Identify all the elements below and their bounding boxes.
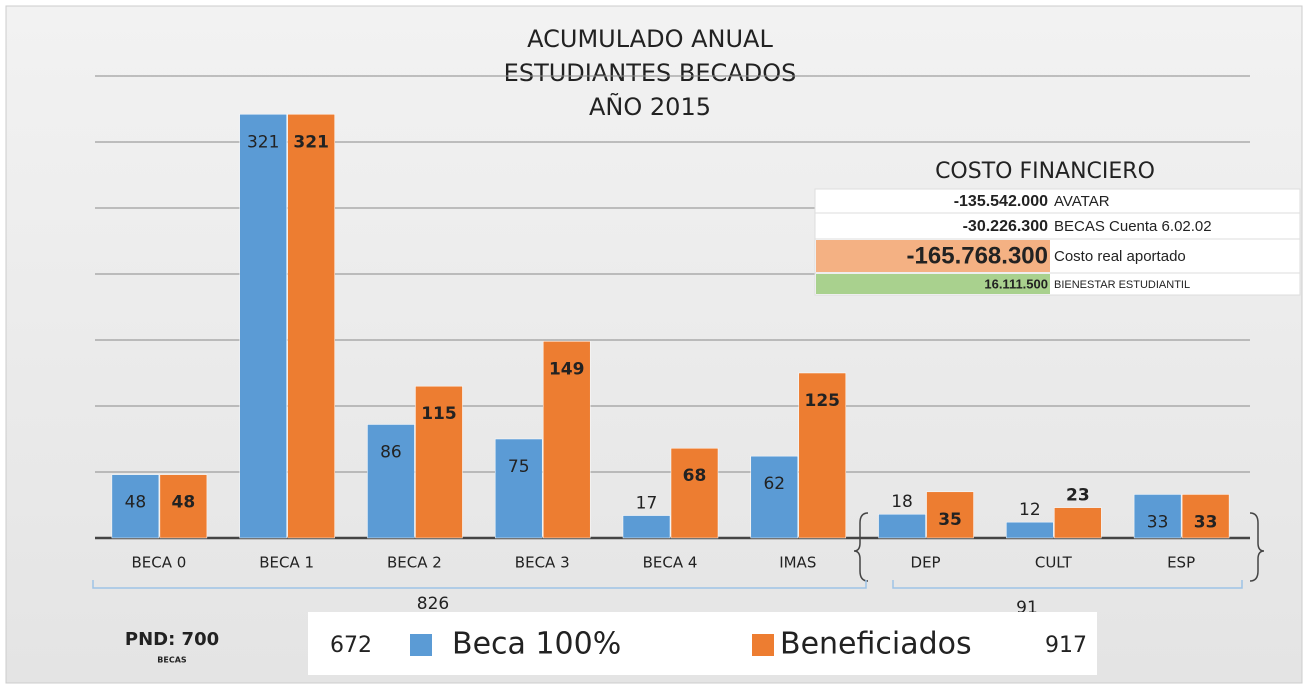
group-total: 826	[417, 594, 449, 614]
brace-right	[1249, 512, 1265, 582]
cost-number-cell	[816, 214, 1050, 238]
bar	[494, 438, 543, 539]
data-label: 17	[636, 494, 658, 514]
plot: BECA 0 48 48 BECA 1 321 321 BECA 2 86 115 BECA 3 7…	[95, 75, 1250, 572]
x-tick-label: BECA 1	[259, 554, 314, 572]
bar	[1006, 521, 1054, 539]
bar	[287, 114, 335, 539]
chart-title: AÑO 2015	[589, 91, 711, 121]
bar	[622, 515, 671, 539]
data-label: 68	[683, 466, 707, 486]
cost-number-cell	[816, 240, 1050, 272]
legend: 672 Beca 100% 917 Beneficiados	[330, 627, 1087, 662]
group-bracket	[892, 580, 1243, 589]
cost-label: BECAS Cuenta 6.02.02	[1054, 218, 1212, 235]
x-tick-label: BECA 0	[131, 554, 186, 572]
x-tick-label: BECA 4	[643, 554, 698, 572]
x-tick-label: IMAS	[779, 554, 816, 572]
data-label: 48	[172, 493, 196, 513]
cost-number: 16.111.500	[984, 276, 1048, 291]
bar	[1054, 507, 1102, 539]
x-tick-label: CULT	[1035, 554, 1073, 572]
cost-label: BIENESTAR ESTUDIANTIL	[1054, 279, 1190, 291]
chart-title: ESTUDIANTES BECADOS	[504, 59, 797, 87]
bar	[111, 474, 160, 539]
cost-label: Costo real aportado	[1054, 248, 1186, 265]
bar	[750, 455, 799, 539]
data-label: 23	[1066, 486, 1090, 506]
cost-number-cell	[816, 274, 1050, 294]
cost-number: -30.226.300	[963, 218, 1049, 235]
legend-label: Beca 100%	[452, 627, 621, 662]
pnd-sub: BECAS	[157, 656, 187, 665]
bar	[670, 447, 719, 539]
cost-title: COSTO FINANCIERO	[935, 159, 1155, 184]
chart-area	[5, 5, 1303, 684]
data-label: 115	[421, 404, 457, 424]
legend-total: 672	[330, 633, 372, 658]
bar	[1181, 494, 1230, 539]
pnd-label: PND: 700	[125, 629, 219, 650]
data-label: 86	[380, 442, 402, 462]
chart-title: ACUMULADO ANUAL	[527, 25, 773, 53]
legend-swatch	[410, 634, 432, 656]
legend-label: Beneficiados	[780, 627, 972, 662]
x-tick-label: BECA 3	[515, 554, 570, 572]
data-label: 18	[891, 492, 913, 512]
data-label: 12	[1019, 500, 1041, 520]
group-bracket	[92, 580, 867, 589]
cost-number: -135.542.000	[954, 193, 1048, 210]
data-label: 33	[1194, 512, 1218, 532]
bar	[798, 372, 847, 539]
bar	[542, 341, 591, 539]
data-label: 149	[549, 359, 585, 379]
legend-box	[308, 612, 1097, 675]
bar	[926, 491, 974, 539]
bar	[367, 424, 415, 539]
bar	[415, 385, 463, 539]
x-tick-label: ESP	[1167, 554, 1195, 572]
x-tick-label: BECA 2	[387, 554, 442, 572]
cost-number-cell	[816, 190, 1050, 212]
data-label: 321	[247, 132, 279, 152]
bar	[1133, 494, 1182, 539]
data-label: 33	[1147, 512, 1169, 532]
brace-left	[853, 512, 869, 582]
data-label: 321	[293, 132, 329, 152]
data-label: 62	[763, 474, 785, 494]
cost-label: AVATAR	[1054, 193, 1110, 210]
data-label: 75	[508, 457, 530, 477]
bar	[159, 474, 208, 539]
data-label: 35	[938, 510, 962, 530]
bar	[239, 114, 287, 539]
cost-table: -135.542.000 AVATAR -30.226.300 BECAS Cuent…	[814, 188, 1301, 296]
legend-swatch	[752, 634, 774, 656]
legend-total: 917	[1045, 633, 1087, 658]
title-group: ACUMULADO ANUAL ESTUDIANTES BECADOS AÑO 20…	[504, 25, 797, 121]
cost-number: -165.768.300	[907, 242, 1048, 269]
data-label: 48	[125, 493, 147, 513]
bar	[878, 513, 926, 539]
data-label: 125	[805, 391, 841, 411]
x-tick-label: DEP	[911, 554, 941, 572]
